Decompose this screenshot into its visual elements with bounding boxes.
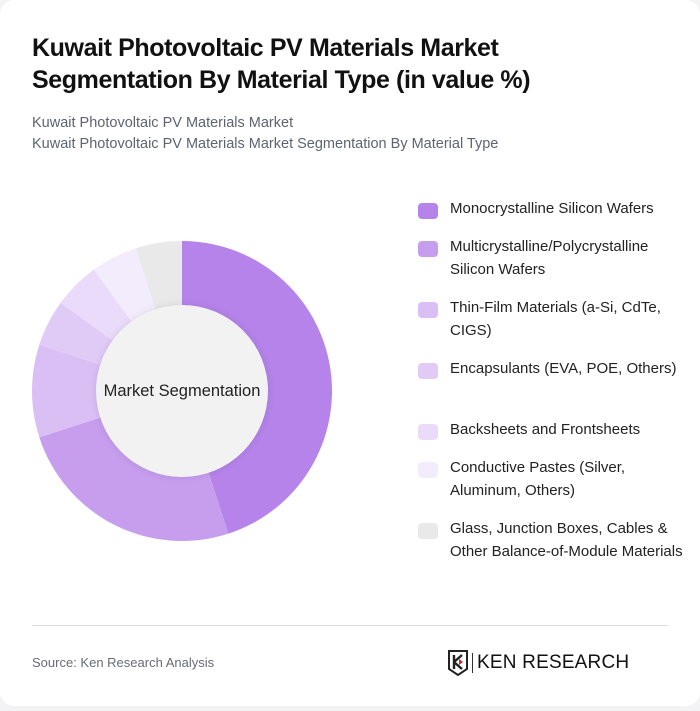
- legend-swatch: [418, 302, 438, 318]
- legend-label: Glass, Junction Boxes, Cables & Other Ba…: [450, 520, 683, 560]
- legend-swatch: [418, 424, 438, 440]
- legend-label: Backsheets and Frontsheets: [450, 421, 641, 438]
- chart-title: Kuwait Photovoltaic PV Materials Market …: [32, 34, 531, 94]
- logo-divider: [472, 653, 473, 673]
- subtitle-line-1: Kuwait Photovoltaic PV Materials Market: [32, 115, 294, 131]
- footer-divider: [32, 625, 668, 626]
- legend-item-conductive-pastes: Conductive Pastes (Silver, Aluminum, Oth…: [418, 457, 690, 502]
- donut-center-label: Market Segmentation: [96, 305, 268, 477]
- legend-item-multicrystalline: Multicrystalline/Polycrystalline Silicon…: [418, 236, 690, 281]
- chart-subtitle: Kuwait Photovoltaic PV Materials Market …: [32, 113, 498, 155]
- legend-label: Monocrystalline Silicon Wafers: [450, 200, 654, 217]
- legend-label: Encapsulants (EVA, POE, Others): [450, 360, 677, 377]
- legend-swatch: [418, 523, 438, 539]
- legend-swatch: [418, 363, 438, 379]
- ken-research-logo: KEN RESEARCH: [448, 650, 629, 676]
- legend-label: Conductive Pastes (Silver, Aluminum, Oth…: [450, 459, 626, 499]
- legend-swatch: [418, 241, 438, 257]
- legend-swatch: [418, 203, 438, 219]
- legend-item-backsheets: Backsheets and Frontsheets: [418, 419, 690, 442]
- legend-label: Thin-Film Materials (a-Si, CdTe, CIGS): [450, 299, 661, 339]
- legend-item-balance-of-module: Glass, Junction Boxes, Cables & Other Ba…: [418, 518, 690, 563]
- legend-label: Multicrystalline/Polycrystalline Silicon…: [450, 238, 649, 278]
- logo-text: KEN RESEARCH: [477, 652, 630, 673]
- legend-item-encapsulants: Encapsulants (EVA, POE, Others): [418, 358, 690, 381]
- legend-item-monocrystalline: Monocrystalline Silicon Wafers: [418, 198, 690, 221]
- legend-item-thin-film: Thin-Film Materials (a-Si, CdTe, CIGS): [418, 297, 690, 342]
- ken-research-logo-icon: [448, 650, 468, 676]
- subtitle-line-2: Kuwait Photovoltaic PV Materials Market …: [32, 136, 499, 152]
- source-note: Source: Ken Research Analysis: [32, 655, 215, 670]
- legend-swatch: [418, 462, 438, 478]
